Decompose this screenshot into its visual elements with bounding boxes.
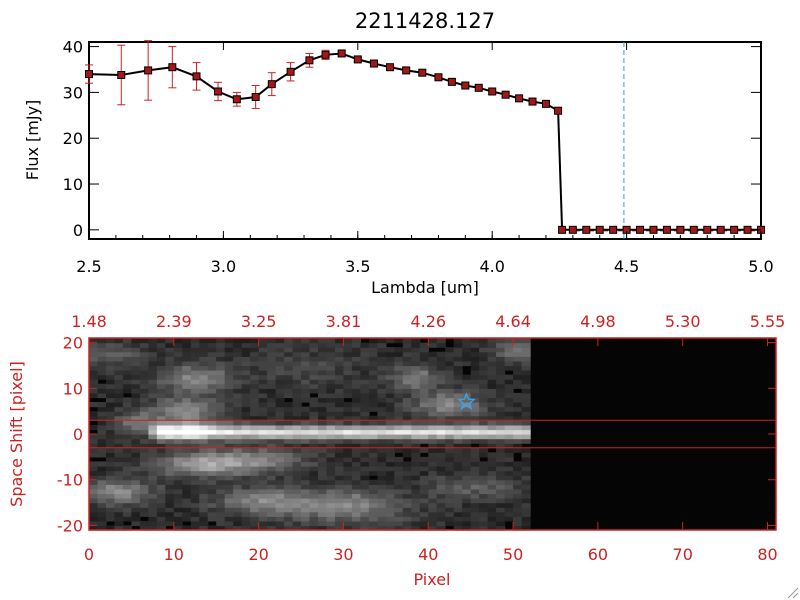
image-x-tick-label: 0 [84, 545, 94, 564]
image-top-tick-label: 5.30 [665, 312, 701, 331]
data-point [662, 225, 671, 234]
data-point [474, 83, 483, 92]
image-y-axis-label: Space Shift [pixel] [7, 361, 26, 507]
image-top-tick-label: 4.98 [580, 312, 616, 331]
star-marker-icon [456, 391, 476, 411]
image-x-tick-label: 20 [248, 545, 268, 564]
data-point [568, 225, 577, 234]
data-point [144, 66, 153, 75]
data-point [386, 63, 395, 72]
data-point [267, 80, 276, 89]
chart-title: 2211428.127 [355, 9, 495, 33]
y-tick-label: 40 [63, 38, 83, 57]
y-tick-label: 20 [63, 129, 83, 148]
data-point [676, 225, 685, 234]
data-point [595, 225, 604, 234]
data-point [192, 72, 201, 81]
data-point [541, 99, 550, 108]
image-x-tick-label: 70 [673, 545, 693, 564]
spectrum-panel: 2211428.127 2.5 3.0 3.5 4.0 4.5 5.0 0 10 20 30 40… [23, 9, 774, 297]
extraction-window-lines [89, 419, 776, 449]
image-x-tick-label: 80 [757, 545, 777, 564]
spectrum-line [88, 52, 761, 231]
reference-line-layer [562, 42, 761, 239]
image-y-tick-label: -20 [57, 516, 83, 535]
x-tick-label: 4.5 [614, 257, 639, 276]
data-point [434, 73, 443, 82]
y-axis-label: Flux [mJy] [23, 100, 42, 181]
image-y-tick-label: 0 [73, 425, 83, 444]
data-point [369, 59, 378, 68]
image-top-tick-label: 4.64 [495, 312, 531, 331]
data-point [117, 70, 126, 79]
spectrum-marker-layer [85, 49, 765, 234]
data-point [743, 225, 752, 234]
data-point [85, 70, 93, 79]
image-x-tick-label: 30 [333, 545, 353, 564]
y-tick-label: 0 [73, 221, 83, 240]
data-point [286, 67, 295, 76]
image-y-tick-label: 10 [63, 379, 83, 398]
image-x-tick-label: 60 [588, 545, 608, 564]
image-top-tick-label: 5.55 [750, 312, 786, 331]
image-x-axis-ticks: 0 10 20 30 40 50 60 70 80 [84, 522, 778, 564]
data-point [649, 225, 658, 234]
y-tick-label: 30 [63, 83, 83, 102]
data-point [447, 77, 456, 86]
image-x-tick-label: 10 [164, 545, 184, 564]
data-point [402, 66, 411, 75]
star-marker-layer [456, 391, 476, 411]
image-x-tick-label: 50 [503, 545, 523, 564]
x-tick-label: 4.0 [479, 257, 504, 276]
spectrum-plot-frame [88, 41, 762, 240]
image-top-tick-label: 1.48 [71, 312, 107, 331]
image-y-tick-label: -10 [57, 471, 83, 490]
image-top-tick-label: 3.25 [241, 312, 277, 331]
x-axis-label: Lambda [um] [371, 278, 479, 297]
data-point [730, 225, 739, 234]
data-point [232, 95, 241, 104]
data-point [353, 55, 362, 64]
image-y-tick-label: 20 [63, 334, 83, 353]
x-axis-ticks: 2.5 3.0 3.5 4.0 4.5 5.0 [76, 42, 774, 276]
data-point [716, 225, 725, 234]
data-point [582, 225, 591, 234]
heatmap-cells [89, 338, 531, 531]
image-panel: 0 10 20 30 40 50 60 70 80 1.48 2.39 3.25 3.81 4.26 4.… [7, 312, 785, 589]
data-point [168, 63, 177, 72]
data-point [515, 94, 524, 103]
y-tick-label: 10 [63, 175, 83, 194]
image-y-axis-ticks: -20 -10 0 10 20 [57, 334, 776, 535]
data-point [418, 68, 427, 77]
data-point [703, 225, 712, 234]
image-x-tick-label: 40 [418, 545, 438, 564]
data-point [501, 90, 510, 99]
data-point [528, 97, 537, 106]
spectrum-line-layer [88, 52, 761, 231]
data-point [609, 225, 618, 234]
data-point [251, 92, 260, 101]
data-point [461, 81, 470, 90]
data-point [554, 106, 563, 115]
data-point [636, 225, 645, 234]
image-top-axis-ticks: 1.48 2.39 3.25 3.81 4.26 4.64 4.98 5.30 5.55 [71, 312, 785, 346]
data-point [689, 225, 698, 234]
x-tick-label: 3.0 [211, 257, 236, 276]
data-point [321, 50, 330, 59]
data-point [558, 225, 567, 234]
x-tick-label: 5.0 [748, 257, 773, 276]
y-axis-ticks: 0 10 20 30 40 [63, 38, 761, 240]
data-point [337, 49, 346, 58]
image-top-tick-label: 2.39 [156, 312, 192, 331]
data-point [488, 87, 497, 96]
x-tick-label: 3.5 [345, 257, 370, 276]
x-tick-label: 2.5 [76, 257, 101, 276]
data-point [305, 56, 314, 65]
image-top-tick-label: 4.26 [410, 312, 446, 331]
data-point [214, 87, 223, 96]
resize-grip-icon [787, 587, 799, 599]
image-x-axis-label: Pixel [413, 570, 450, 589]
image-top-tick-label: 3.81 [326, 312, 362, 331]
